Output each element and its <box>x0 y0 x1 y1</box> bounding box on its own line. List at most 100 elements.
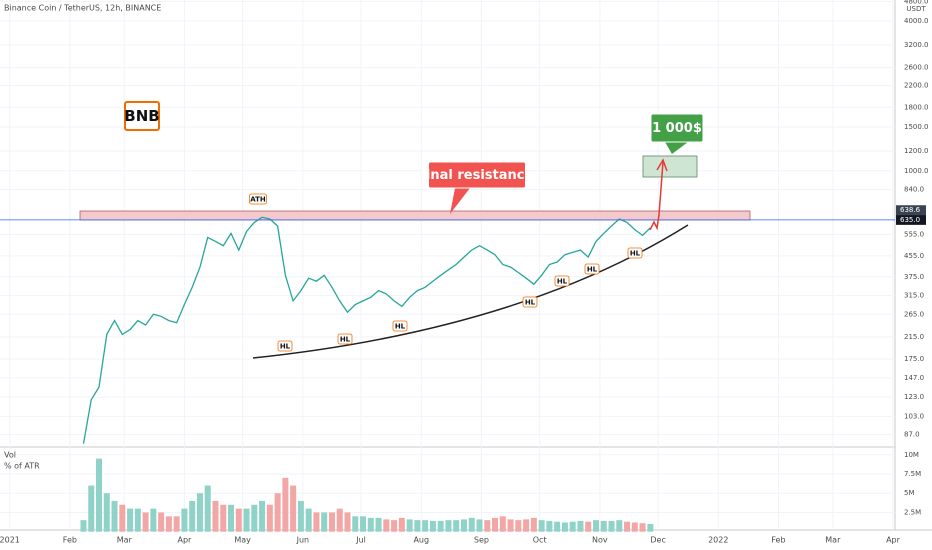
x-tick-label: Feb <box>63 536 77 545</box>
y-tick-label: 103.0 <box>904 412 924 420</box>
volume-bar <box>96 458 103 532</box>
volume-bar <box>80 520 87 532</box>
volume-bar <box>554 521 561 532</box>
y-tick-label: 265.0 <box>904 310 924 318</box>
y-tick-label: 215.0 <box>904 333 924 341</box>
volume-bar <box>88 485 95 532</box>
volume-bar <box>561 522 568 532</box>
volume-bar <box>639 523 646 532</box>
volume-title: Vol <box>4 451 16 460</box>
chart-title: Binance Coin / TetherUS, 12h, BINANCE <box>4 4 161 13</box>
x-tick-label: Sep <box>474 536 489 545</box>
volume-bar <box>243 508 250 532</box>
volume-bar <box>165 516 172 532</box>
price-line <box>82 216 651 444</box>
annotation-box <box>249 193 267 205</box>
annotation-box <box>627 247 643 259</box>
volume-bar <box>585 521 592 532</box>
volume-bar <box>406 519 413 532</box>
callout-tail <box>450 188 470 214</box>
volume-tick-label: 5M <box>904 489 915 497</box>
annotation-box <box>392 320 408 332</box>
annotation: 1 000$ <box>652 121 702 136</box>
volume-bar <box>499 516 506 532</box>
volume-bar <box>515 520 522 532</box>
volume-bar <box>360 516 367 532</box>
volume-bar <box>328 512 335 532</box>
y-tick-label: 455.0 <box>904 252 924 260</box>
y-tick-label: 555.0 <box>904 230 924 238</box>
annotation: HL <box>557 278 568 286</box>
volume-bar <box>196 493 203 532</box>
x-tick-label: Jun <box>296 536 310 545</box>
volume-bar <box>251 504 258 532</box>
annotation-box <box>277 340 293 352</box>
volume-bar <box>383 519 390 532</box>
y-tick-label: 4000.0 <box>904 17 929 25</box>
volume-bar <box>150 508 157 532</box>
y-tick-label: 840.0 <box>904 186 924 194</box>
volume-bar <box>460 519 467 532</box>
volume-bar <box>282 477 289 532</box>
volume-bar <box>492 517 499 532</box>
x-tick-label: 2022 <box>708 536 728 545</box>
volume-bar <box>158 512 165 532</box>
x-tick-label: Apr <box>178 536 193 545</box>
y-tick-label: 3200.0 <box>904 41 929 49</box>
annotation-box <box>522 296 538 308</box>
annotations: BNB ATH HL HL HL HL HL HL HL final resistance 1 00… <box>124 101 704 352</box>
y-unit: USDT <box>906 5 926 13</box>
callout-tail <box>665 142 688 154</box>
volume-bar <box>484 520 491 532</box>
volume-bar <box>142 512 149 532</box>
x-tick-label: Jul <box>355 536 366 545</box>
annotation: ATH <box>250 196 266 204</box>
volume-bar <box>616 520 623 532</box>
y-tick-label: 1000.0 <box>904 167 929 175</box>
volume-bar <box>321 512 328 532</box>
volume-bar <box>344 512 351 532</box>
volume-bar <box>468 517 475 532</box>
volume-bar <box>577 520 584 532</box>
volume-bar <box>453 520 460 532</box>
volume-bar <box>189 500 196 532</box>
volume-bar <box>375 517 382 532</box>
volume-bar <box>274 493 281 532</box>
x-tick-label: Oct <box>533 536 547 545</box>
volume-bar <box>127 508 134 532</box>
y-tick-label: 375.0 <box>904 273 924 281</box>
volume-bar <box>600 520 607 532</box>
volume-bar <box>592 520 599 532</box>
x-tick-label: Aug <box>413 536 429 545</box>
volume-bar <box>538 520 545 532</box>
y-tick-label: 2200.0 <box>904 82 929 90</box>
resistance-zone <box>79 210 751 221</box>
volume-bar <box>181 508 188 532</box>
volume-bar <box>476 519 483 532</box>
annotation: HL <box>630 250 641 258</box>
volume-bar <box>429 520 436 532</box>
y-tick-label: 123.0 <box>904 393 924 401</box>
volume-bar <box>398 517 405 532</box>
volume-bar <box>290 485 297 532</box>
target-zone <box>642 155 698 178</box>
x-tick-label: Apr <box>886 536 901 545</box>
volume-bar <box>212 500 219 532</box>
volume-bar <box>204 485 211 532</box>
x-tick-label: Mar <box>825 536 841 545</box>
volume-bar <box>624 521 631 532</box>
volume-bar <box>266 504 273 532</box>
volume-bar <box>259 500 266 532</box>
volume-bar <box>352 516 359 532</box>
volume-bar <box>437 520 444 532</box>
annotation: HL <box>340 336 351 344</box>
y-tick-label: 2600.0 <box>904 64 929 72</box>
marker-price-box <box>896 205 926 216</box>
annotation: HL <box>395 323 406 331</box>
volume-bar <box>631 522 638 532</box>
projection-arrow <box>649 161 664 231</box>
volume-bar <box>647 524 654 532</box>
y-tick-label: 1800.0 <box>904 103 929 111</box>
annotation-box <box>584 263 600 275</box>
